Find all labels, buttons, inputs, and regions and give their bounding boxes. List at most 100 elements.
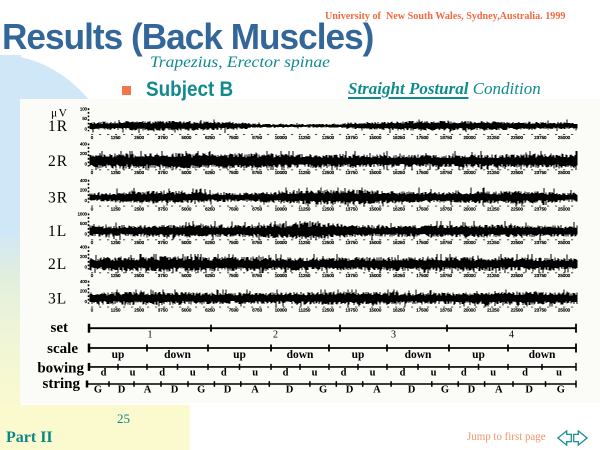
- svg-text:d: d: [101, 367, 107, 378]
- svg-text:D: D: [346, 385, 354, 396]
- svg-text:22500: 22500: [511, 273, 524, 278]
- svg-text:1250: 1250: [111, 207, 121, 212]
- svg-text:15000: 15000: [369, 170, 382, 175]
- svg-text:d: d: [522, 367, 528, 378]
- svg-text:16250: 16250: [393, 240, 406, 245]
- svg-text:0: 0: [85, 162, 88, 167]
- svg-text:G: G: [319, 385, 327, 396]
- svg-text:6250: 6250: [205, 135, 215, 140]
- svg-text:11250: 11250: [298, 170, 310, 175]
- svg-text:8750: 8750: [252, 308, 262, 313]
- svg-text:25000: 25000: [558, 207, 571, 212]
- svg-text:6250: 6250: [205, 170, 215, 175]
- svg-text:7500: 7500: [229, 240, 239, 245]
- svg-text:18750: 18750: [440, 170, 453, 175]
- svg-text:0: 0: [85, 232, 88, 237]
- svg-text:D: D: [171, 385, 179, 396]
- svg-text:17500: 17500: [416, 308, 429, 313]
- svg-text:0: 0: [85, 299, 88, 304]
- svg-text:d: d: [221, 367, 227, 378]
- svg-text:u: u: [490, 367, 496, 378]
- svg-text:set: set: [51, 320, 69, 336]
- svg-text:25000: 25000: [558, 135, 571, 140]
- svg-text:G: G: [197, 385, 205, 396]
- svg-text:8750: 8750: [252, 273, 262, 278]
- svg-text:25000: 25000: [558, 170, 571, 175]
- svg-text:2500: 2500: [134, 135, 144, 140]
- svg-text:20000: 20000: [463, 273, 476, 278]
- svg-text:13750: 13750: [345, 207, 358, 212]
- svg-text:200: 200: [80, 254, 88, 259]
- svg-text:down: down: [405, 349, 432, 361]
- svg-text:8750: 8750: [252, 240, 262, 245]
- svg-text:400: 400: [80, 142, 88, 147]
- svg-text:1250: 1250: [111, 240, 121, 245]
- svg-text:16250: 16250: [393, 273, 406, 278]
- svg-text:0: 0: [91, 207, 94, 212]
- svg-text:11250: 11250: [298, 273, 310, 278]
- svg-text:7500: 7500: [229, 207, 239, 212]
- svg-text:8750: 8750: [252, 135, 262, 140]
- svg-text:u: u: [312, 367, 318, 378]
- svg-text:G: G: [441, 385, 449, 396]
- svg-text:13750: 13750: [345, 240, 358, 245]
- svg-text:25000: 25000: [558, 308, 571, 313]
- svg-text:10000: 10000: [275, 170, 288, 175]
- svg-text:400: 400: [80, 178, 88, 183]
- svg-text:4: 4: [509, 330, 514, 341]
- svg-text:D: D: [118, 385, 126, 396]
- svg-text:200: 200: [80, 288, 88, 293]
- svg-text:u: u: [252, 367, 258, 378]
- svg-text:16250: 16250: [393, 308, 406, 313]
- svg-text:15000: 15000: [369, 273, 382, 278]
- svg-text:down: down: [287, 349, 314, 361]
- svg-text:7500: 7500: [229, 273, 239, 278]
- svg-text:2L: 2L: [48, 256, 67, 273]
- svg-text:0: 0: [91, 170, 94, 175]
- svg-text:23750: 23750: [534, 207, 547, 212]
- svg-text:up: up: [352, 349, 365, 361]
- svg-text:11250: 11250: [298, 308, 310, 313]
- svg-text:500: 500: [80, 221, 88, 226]
- svg-text:15000: 15000: [369, 207, 382, 212]
- svg-text:3750: 3750: [158, 273, 168, 278]
- svg-text:12500: 12500: [322, 273, 335, 278]
- svg-text:A: A: [373, 385, 381, 396]
- svg-text:17500: 17500: [416, 207, 429, 212]
- svg-text:23750: 23750: [534, 273, 547, 278]
- svg-text:15000: 15000: [369, 135, 382, 140]
- svg-text:17500: 17500: [416, 170, 429, 175]
- svg-text:2: 2: [273, 330, 278, 341]
- svg-text:1250: 1250: [111, 273, 121, 278]
- svg-text:10000: 10000: [275, 273, 288, 278]
- svg-text:22500: 22500: [511, 207, 524, 212]
- svg-text:D: D: [525, 385, 533, 396]
- svg-text:15000: 15000: [369, 308, 382, 313]
- svg-text:23750: 23750: [534, 170, 547, 175]
- svg-text:2R: 2R: [48, 153, 68, 170]
- svg-text:1250: 1250: [111, 308, 121, 313]
- svg-text:22500: 22500: [511, 308, 524, 313]
- svg-text:scale: scale: [47, 341, 78, 357]
- svg-text:A: A: [495, 385, 503, 396]
- svg-text:12500: 12500: [322, 135, 335, 140]
- svg-text:22500: 22500: [511, 170, 524, 175]
- svg-text:0: 0: [85, 126, 88, 131]
- svg-text:d: d: [341, 367, 347, 378]
- svg-text:400: 400: [80, 279, 88, 284]
- svg-text:A: A: [251, 385, 259, 396]
- svg-text:11250: 11250: [298, 207, 310, 212]
- svg-text:0: 0: [85, 265, 88, 270]
- svg-text:23750: 23750: [534, 135, 547, 140]
- svg-text:21250: 21250: [487, 170, 500, 175]
- svg-text:u: u: [556, 367, 562, 378]
- svg-text:string: string: [43, 376, 81, 392]
- svg-text:down: down: [529, 349, 556, 361]
- svg-text:17500: 17500: [416, 135, 429, 140]
- svg-text:12500: 12500: [322, 170, 335, 175]
- svg-text:u: u: [431, 367, 437, 378]
- svg-text:3750: 3750: [158, 170, 168, 175]
- svg-text:3750: 3750: [158, 207, 168, 212]
- svg-text:2500: 2500: [134, 273, 144, 278]
- svg-text:D: D: [408, 385, 416, 396]
